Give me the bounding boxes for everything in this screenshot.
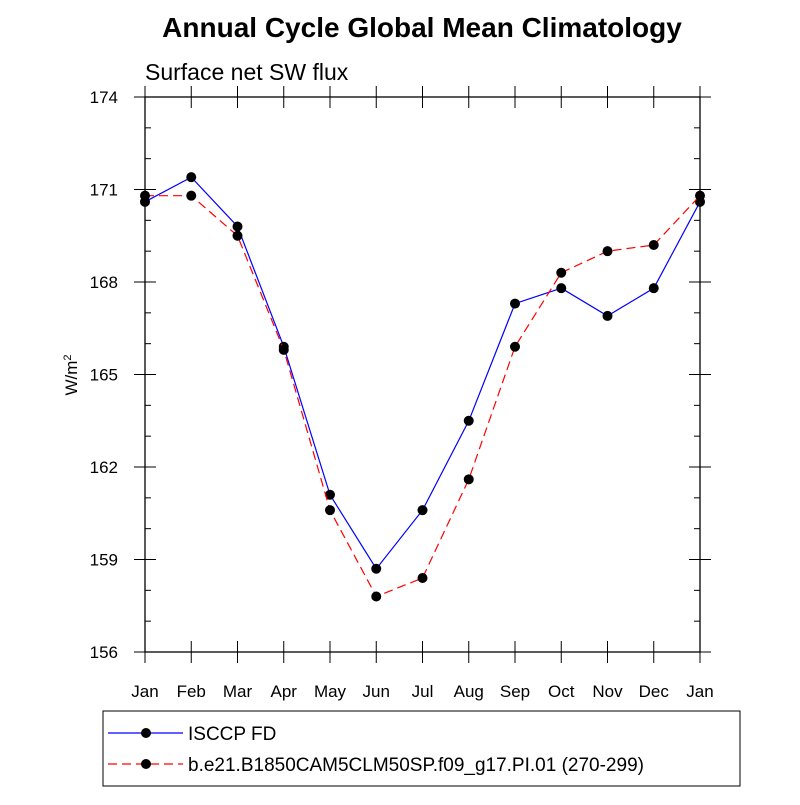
- series-2: [140, 190, 705, 602]
- data-point: [232, 230, 243, 241]
- data-point: [371, 563, 382, 574]
- chart-subtitle: Surface net SW flux: [145, 59, 349, 85]
- data-point: [510, 298, 520, 309]
- y-tick-label: 168: [90, 273, 118, 292]
- x-tick-label: Feb: [177, 682, 206, 701]
- x-tick-label: Jan: [131, 682, 158, 701]
- data-point: [463, 474, 474, 485]
- x-tick-label: Apr: [271, 682, 298, 701]
- x-tick-label: Jun: [363, 682, 390, 701]
- series-layer: [140, 172, 705, 602]
- x-tick-label: Jul: [412, 682, 434, 701]
- x-tick-label: Mar: [223, 682, 253, 701]
- axis-tick-labels: 156 159 162 165 168 171 174 Jan Feb Mar Apr May Jun J…: [90, 88, 714, 701]
- data-point: [417, 505, 428, 516]
- y-tick-label: 156: [90, 643, 118, 662]
- data-point: [140, 190, 150, 201]
- x-tick-label: Aug: [454, 682, 484, 701]
- data-point: [325, 489, 335, 500]
- data-point: [325, 505, 335, 516]
- legend-label: ISCCP FD: [188, 724, 276, 745]
- data-point: [186, 172, 197, 183]
- data-point: [232, 221, 243, 232]
- data-point: [648, 283, 659, 294]
- data-point: [371, 591, 382, 602]
- y-tick-label: 174: [90, 88, 118, 107]
- y-axis-label: W/m2: [62, 354, 81, 395]
- series-line: [145, 195, 701, 598]
- y-tick-label: 171: [90, 181, 118, 200]
- legend-marker: [141, 759, 151, 769]
- legend-label: b.e21.B1850CAM5CLM50SP.f09_g17.PI.01 (27…: [188, 755, 644, 776]
- data-point: [510, 341, 520, 352]
- data-point: [556, 267, 567, 278]
- y-axis-label-superscript: 2: [62, 354, 74, 360]
- legend: ISCCP FD b.e21.B1850CAM5CLM50SP.f09_g17.P…: [108, 724, 644, 776]
- data-point: [602, 246, 613, 257]
- data-point: [556, 283, 567, 294]
- data-point: [695, 190, 705, 201]
- data-point: [278, 344, 289, 355]
- series-1: [140, 172, 705, 574]
- legend-marker: [141, 728, 151, 738]
- data-point: [648, 240, 659, 250]
- x-tick-label: Nov: [592, 682, 623, 701]
- x-tick-label: Jan: [686, 682, 713, 701]
- y-tick-label: 159: [90, 551, 118, 570]
- y-axis-label-text: W/m: [62, 361, 81, 396]
- x-tick-label: Oct: [548, 682, 575, 701]
- x-tick-label: Sep: [500, 682, 530, 701]
- x-tick-label: May: [314, 682, 347, 701]
- data-point: [602, 310, 613, 321]
- x-tick-label: Dec: [639, 682, 670, 701]
- chart-title: Annual Cycle Global Mean Climatology: [162, 12, 682, 43]
- legend-box: [102, 710, 741, 787]
- y-tick-label: 162: [90, 458, 118, 477]
- y-tick-label: 165: [90, 366, 118, 385]
- axis-ticks: [134, 86, 711, 663]
- svg-text:W/m2: W/m2: [62, 354, 81, 395]
- data-point: [463, 415, 474, 426]
- data-point: [417, 573, 428, 583]
- data-point: [186, 190, 197, 201]
- plot-frame: [144, 96, 701, 653]
